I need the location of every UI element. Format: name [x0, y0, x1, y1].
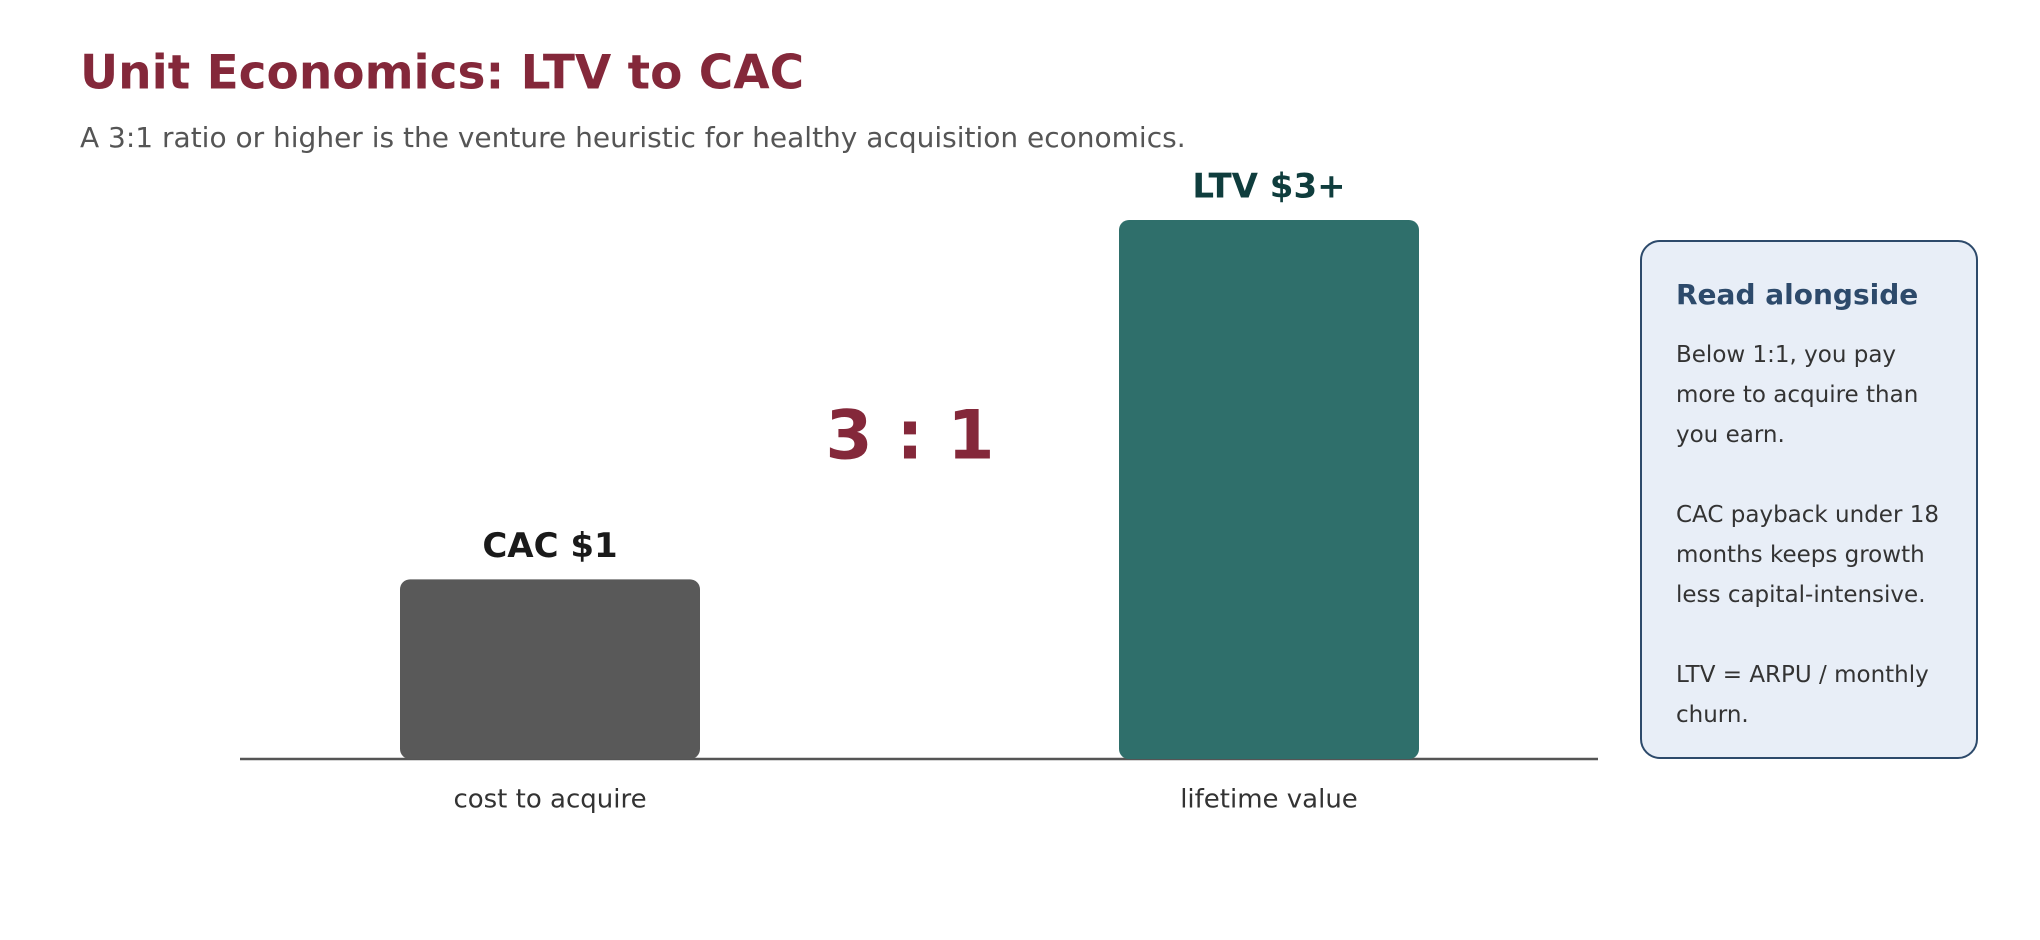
- ratio-annotation: 3 : 1: [825, 397, 994, 476]
- x-tick-label: cost to acquire: [453, 785, 646, 815]
- bar: [400, 579, 700, 759]
- sidebar-paragraph: Below 1:1, you pay more to acquire than …: [1676, 342, 1919, 448]
- value-label: CAC $1: [482, 526, 617, 566]
- chart-subtitle: A 3:1 ratio or higher is the venture heu…: [80, 121, 1186, 154]
- sidebar-title: Read alongside: [1676, 278, 1919, 311]
- sidebar-paragraph: CAC payback under 18 months keeps growth…: [1676, 502, 1939, 608]
- bar: [1119, 220, 1419, 759]
- chart-title: Unit Economics: LTV to CAC: [80, 46, 804, 101]
- x-tick-label: lifetime value: [1180, 785, 1358, 815]
- sidebar: Read alongside Below 1:1, you pay more t…: [1640, 240, 1978, 759]
- value-label: LTV $3+: [1192, 167, 1345, 207]
- sidebar-paragraph: LTV = ARPU / monthly churn.: [1676, 662, 1929, 728]
